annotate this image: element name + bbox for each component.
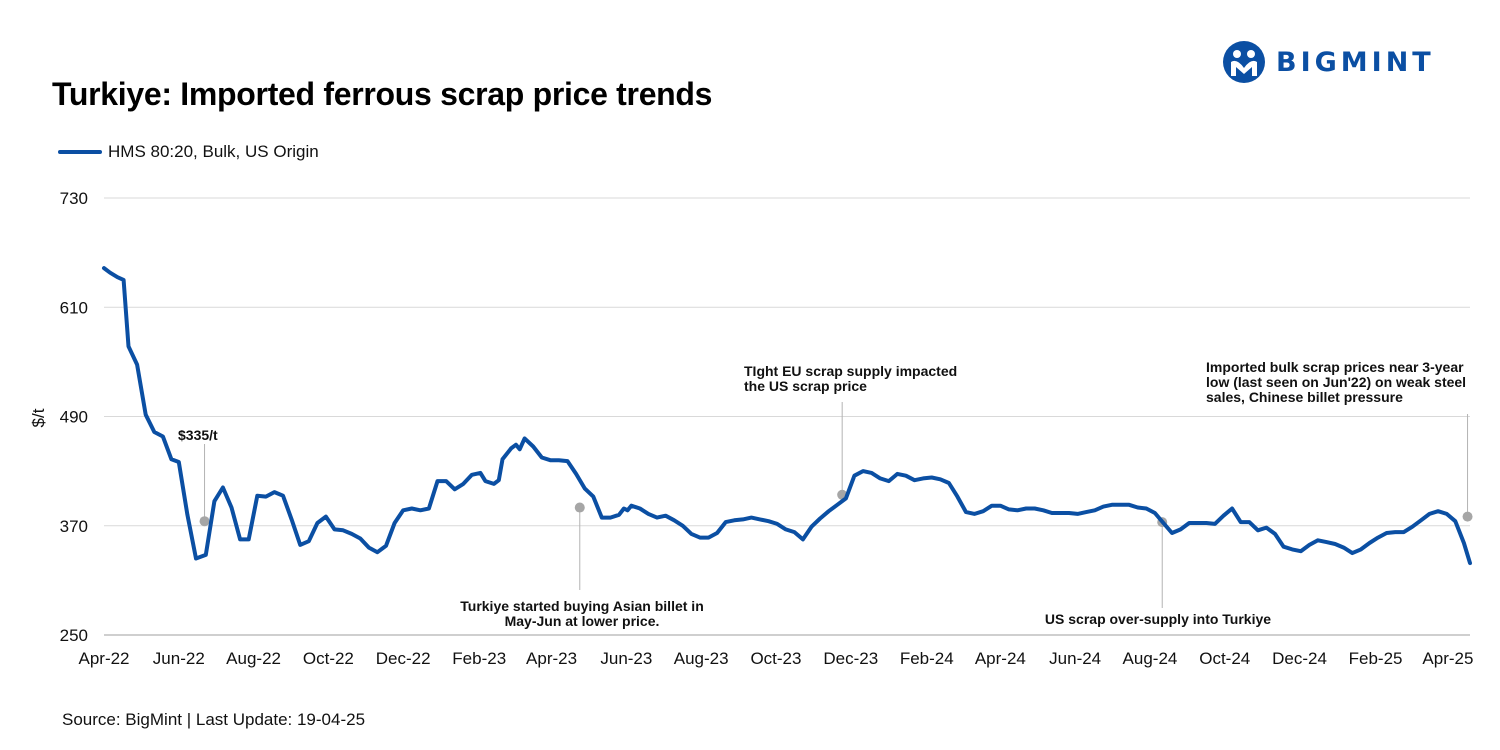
x-tick-label: Dec-22 [376, 649, 431, 668]
x-tick-label: Feb-24 [900, 649, 954, 668]
y-axis-ticks: 250 370 490 610 730 [60, 189, 88, 645]
annotation-label: May-Jun at lower price. [505, 613, 660, 629]
x-tick-label: Aug-22 [226, 649, 281, 668]
x-axis-ticks: Apr-22 Jun-22 Aug-22 Oct-22 Dec-22 Feb-23 Apr-… [78, 649, 1473, 668]
x-tick-label: Apr-24 [975, 649, 1026, 668]
x-tick-label: Oct-23 [750, 649, 801, 668]
annotation-label: Turkiye started buying Asian billet in [460, 598, 704, 614]
x-tick-label: Jun-22 [153, 649, 205, 668]
x-tick-label: Dec-23 [823, 649, 878, 668]
annotation-marker [199, 516, 210, 527]
annotation-marker [1462, 511, 1473, 522]
bigmint-logo-text: BIGMINT [1276, 46, 1435, 78]
annotation-label: Imported bulk scrap prices near 3-year [1206, 359, 1464, 375]
x-tick-label: Feb-25 [1349, 649, 1403, 668]
y-axis-label: $/t [29, 408, 48, 427]
x-tick-label: Jun-23 [600, 649, 652, 668]
x-tick-label: Aug-24 [1123, 649, 1178, 668]
annotation-label: sales, Chinese billet pressure [1206, 389, 1403, 405]
y-tick-label: 490 [60, 408, 88, 427]
annotation-label: US scrap over-supply into Turkiye [1045, 611, 1271, 627]
x-tick-label: Dec-24 [1272, 649, 1327, 668]
x-tick-label: Feb-23 [452, 649, 506, 668]
x-tick-label: Oct-22 [303, 649, 354, 668]
x-tick-label: Apr-23 [526, 649, 577, 668]
y-tick-label: 730 [60, 189, 88, 208]
chart-title: Turkiye: Imported ferrous scrap price tr… [52, 76, 713, 112]
series-line-hms-80-20 [102, 266, 1472, 566]
legend-label: HMS 80:20, Bulk, US Origin [108, 142, 319, 161]
x-tick-label: Apr-25 [1422, 649, 1473, 668]
annotation-label: $335/t [178, 427, 218, 443]
gridlines [104, 197, 1470, 636]
x-tick-label: Apr-22 [78, 649, 129, 668]
annotation-label: low (last seen on Jun'22) on weak steel [1206, 374, 1466, 390]
x-tick-label: Aug-23 [674, 649, 729, 668]
legend-swatch [58, 150, 102, 154]
x-tick-label: Jun-24 [1049, 649, 1101, 668]
source-note: Source: BigMint | Last Update: 19-04-25 [62, 710, 366, 729]
annotation-marker [574, 502, 585, 513]
annotation-label: TIght EU scrap supply impacted [744, 363, 957, 379]
legend: HMS 80:20, Bulk, US Origin [58, 142, 319, 162]
y-tick-label: 250 [60, 626, 88, 645]
bigmint-logo-icon [1223, 41, 1265, 83]
y-tick-label: 610 [60, 298, 88, 317]
x-tick-label: Oct-24 [1199, 649, 1250, 668]
bigmint-logo: BIGMINT [1222, 40, 1435, 84]
annotations: $335/t Turkiye started buying Asian bille… [178, 359, 1473, 629]
annotation-label: the US scrap price [744, 378, 867, 394]
y-tick-label: 370 [60, 517, 88, 536]
